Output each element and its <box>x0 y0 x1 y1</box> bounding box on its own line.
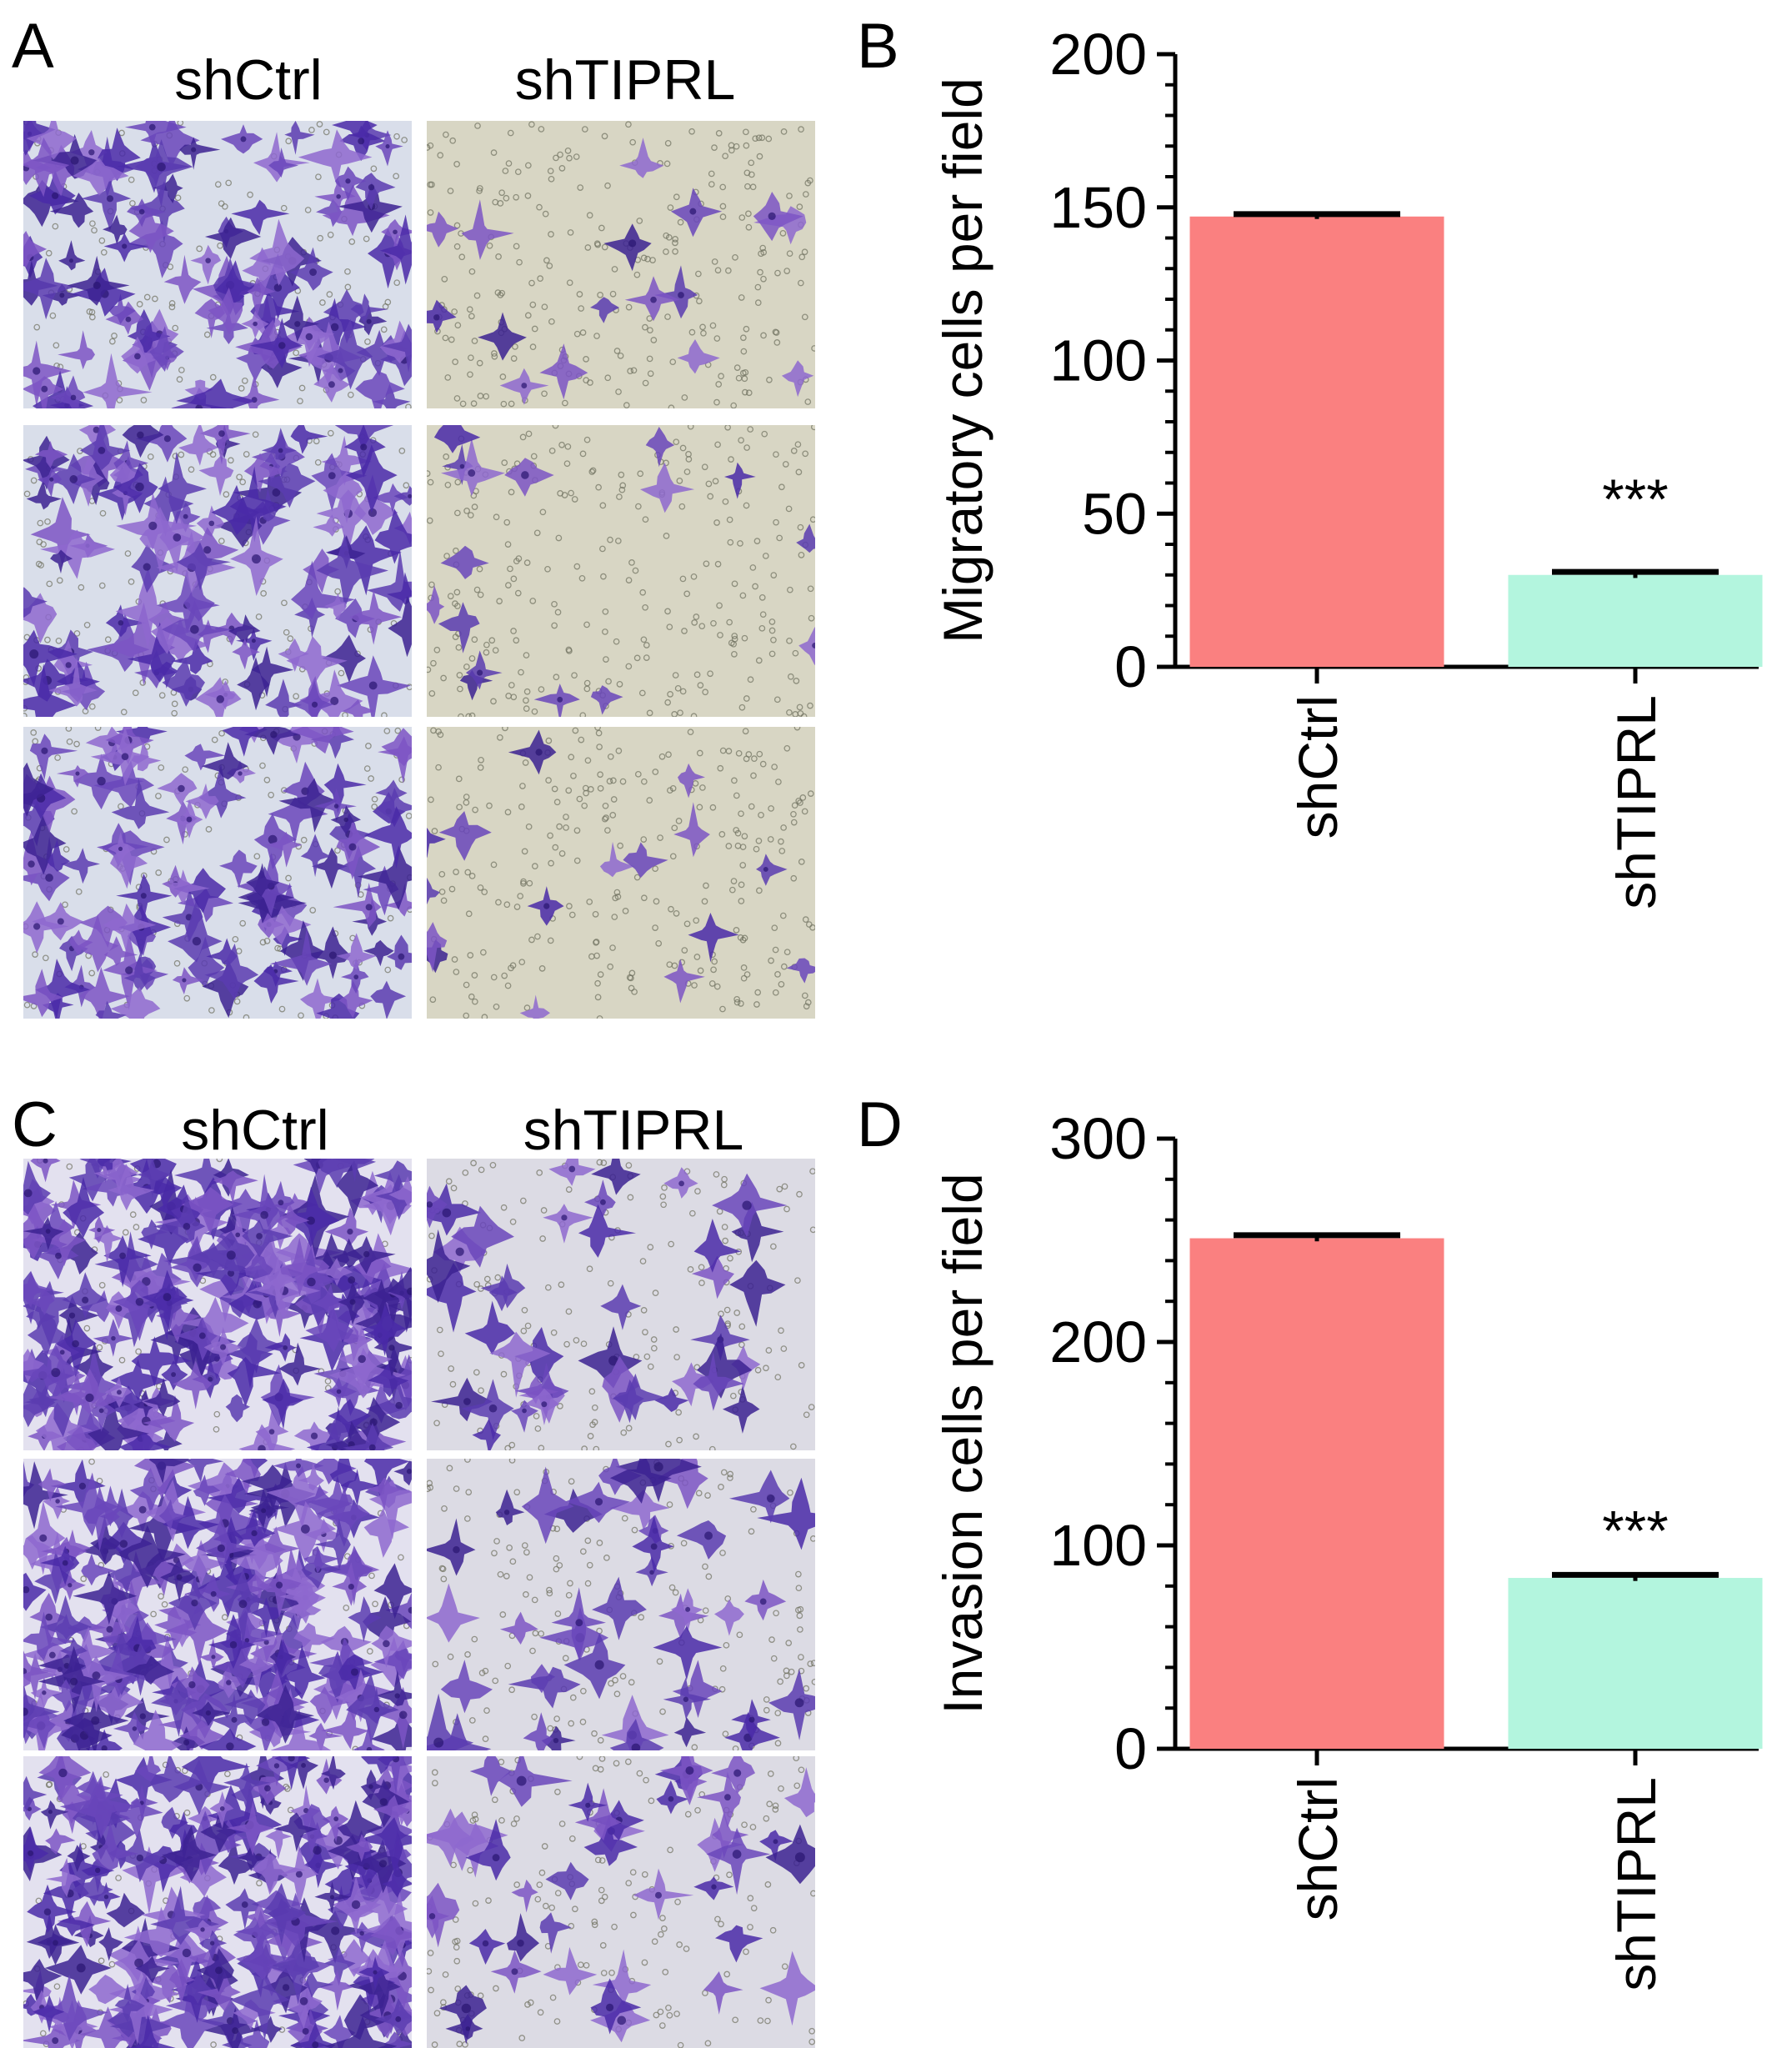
y-tick-label: 300 <box>1049 1106 1147 1171</box>
micrograph-a-shctrl-2 <box>23 425 412 717</box>
panel-letter-d: D <box>857 1089 903 1160</box>
micrograph-a-shctrl-1 <box>23 121 412 408</box>
column-header-shtiprl-a: shTIPRL <box>514 48 736 112</box>
micrograph-a-shtiprl-2 <box>427 425 815 717</box>
x-tick-label: shCtrl <box>1287 1777 1349 1920</box>
panel-letter-a: A <box>12 11 54 82</box>
panel-letter-b: B <box>857 11 899 82</box>
micrograph-c-shctrl-3 <box>23 1756 412 2048</box>
chart-migration: 0 50 100 150 200 Migratory cells per field shC… <box>932 22 1763 909</box>
y-tick-label: 100 <box>1049 328 1147 393</box>
micrograph-c-shctrl-2 <box>23 1459 412 1750</box>
bar-shtiprl <box>1508 574 1763 667</box>
column-header-shtiprl-c: shTIPRL <box>523 1099 744 1162</box>
y-tick-label: 50 <box>1082 481 1147 546</box>
micrograph-c-shctrl-1 <box>23 1159 412 1450</box>
y-tick-label: 100 <box>1049 1513 1147 1578</box>
micrograph-c-shtiprl-2 <box>427 1459 815 1750</box>
micrograph-a-shtiprl-1 <box>427 121 815 408</box>
significance-label: *** <box>1602 1499 1668 1562</box>
y-tick-label: 200 <box>1049 22 1147 87</box>
column-header-shctrl-c: shCtrl <box>181 1099 329 1162</box>
y-axis-label: Invasion cells per field <box>932 1173 994 1714</box>
bar-shctrl <box>1189 1238 1444 1749</box>
x-tick-label: shCtrl <box>1287 695 1349 839</box>
column-header-shctrl-a: shCtrl <box>174 48 323 112</box>
micrograph-c-shtiprl-1 <box>427 1159 815 1450</box>
y-axis-label: Migratory cells per field <box>932 78 994 643</box>
bar-shctrl <box>1189 216 1444 667</box>
panel-letter-c: C <box>12 1089 58 1160</box>
y-tick-label: 150 <box>1049 175 1147 240</box>
x-tick-label: shTIPRL <box>1605 1777 1667 1991</box>
bar-shtiprl <box>1508 1578 1763 1749</box>
y-tick-label: 0 <box>1114 1716 1147 1781</box>
micrograph-c-shtiprl-3 <box>427 1756 815 2048</box>
significance-label: *** <box>1602 468 1668 531</box>
x-tick-label: shTIPRL <box>1605 695 1667 909</box>
y-tick-label: 0 <box>1114 634 1147 699</box>
y-tick-label: 200 <box>1049 1309 1147 1375</box>
micrograph-a-shctrl-3 <box>23 727 412 1019</box>
chart-invasion: 0 100 200 300 Invasion cells per field shCtrl… <box>932 1106 1763 1991</box>
micrograph-a-shtiprl-3 <box>427 727 815 1019</box>
